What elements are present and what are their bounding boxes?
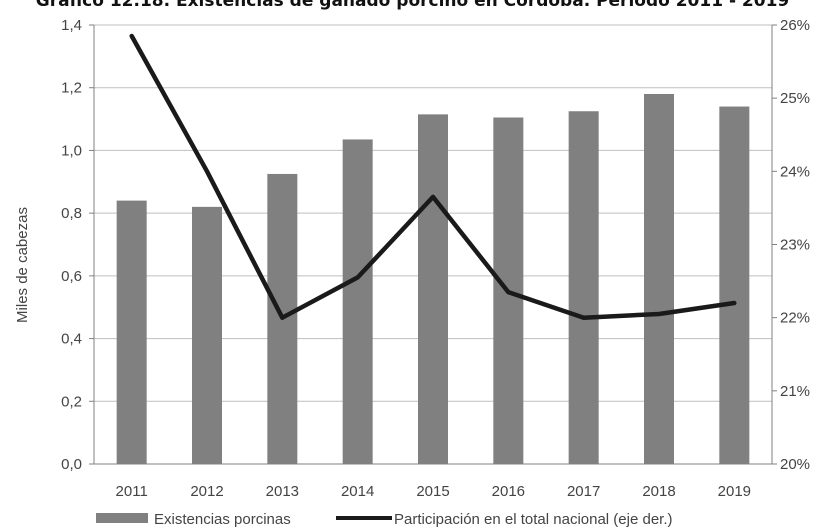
x-tick-label: 2014 xyxy=(341,483,374,500)
y2-tick-label: 20% xyxy=(780,456,810,473)
y-axis-title: Miles de cabezas xyxy=(14,207,31,323)
y-axis-ticks: 0,0 0,2 0,4 0,6 0,8 1,0 1,2 1,4 xyxy=(61,17,82,473)
x-tick-label: 2013 xyxy=(266,483,299,500)
axes xyxy=(89,24,777,465)
y2-axis-ticks: 20% 21% 22% 23% 24% 25% 26% xyxy=(780,17,810,473)
y2-tick-label: 23% xyxy=(780,237,810,254)
chart-title: Gráfico 12.18. Existencias de ganado por… xyxy=(35,0,790,11)
x-tick-label: 2016 xyxy=(492,483,525,500)
y-tick-label: 1,4 xyxy=(61,17,82,34)
line-series xyxy=(129,33,737,320)
line-point xyxy=(658,313,660,315)
bar-series xyxy=(116,93,750,465)
y2-tick-label: 22% xyxy=(780,310,810,327)
y2-tick-label: 24% xyxy=(780,163,810,180)
legend: Existencias porcinas Participación en el… xyxy=(96,511,673,528)
y-tick-label: 1,2 xyxy=(61,80,82,97)
bar xyxy=(644,93,674,464)
x-axis-ticks: 2011 2012 2013 2014 2015 2016 2017 2018 2019 xyxy=(116,483,751,500)
y-tick-label: 0,8 xyxy=(61,205,82,222)
x-tick-label: 2017 xyxy=(567,483,600,500)
bar xyxy=(568,111,599,464)
bar xyxy=(719,106,750,465)
y2-tick-label: 26% xyxy=(780,17,810,34)
line-point xyxy=(357,276,359,278)
line-point xyxy=(583,317,585,319)
bar xyxy=(418,114,448,464)
line-point xyxy=(733,302,735,304)
legend-line-label: Participación en el total nacional (eje … xyxy=(394,511,673,528)
line-point xyxy=(281,317,283,319)
y-tick-label: 0,0 xyxy=(61,456,82,473)
line-point xyxy=(206,170,208,172)
x-tick-label: 2012 xyxy=(190,483,223,500)
bar xyxy=(342,139,373,465)
y-tick-label: 0,4 xyxy=(61,331,82,348)
y2-tick-label: 21% xyxy=(780,383,810,400)
legend-bar-swatch xyxy=(96,513,148,523)
x-tick-label: 2019 xyxy=(718,483,751,500)
legend-bar-label: Existencias porcinas xyxy=(154,511,291,528)
x-tick-label: 2018 xyxy=(642,483,675,500)
bar xyxy=(192,206,222,464)
x-tick-label: 2015 xyxy=(416,483,449,500)
line-point xyxy=(432,196,434,198)
y-tick-label: 0,2 xyxy=(61,393,82,410)
bar xyxy=(116,200,147,464)
x-tick-label: 2011 xyxy=(116,483,148,500)
y-tick-label: 1,0 xyxy=(61,142,82,159)
line-point xyxy=(507,291,509,293)
y2-tick-label: 25% xyxy=(780,90,810,107)
y-tick-label: 0,6 xyxy=(61,268,82,285)
line-point xyxy=(131,35,133,37)
